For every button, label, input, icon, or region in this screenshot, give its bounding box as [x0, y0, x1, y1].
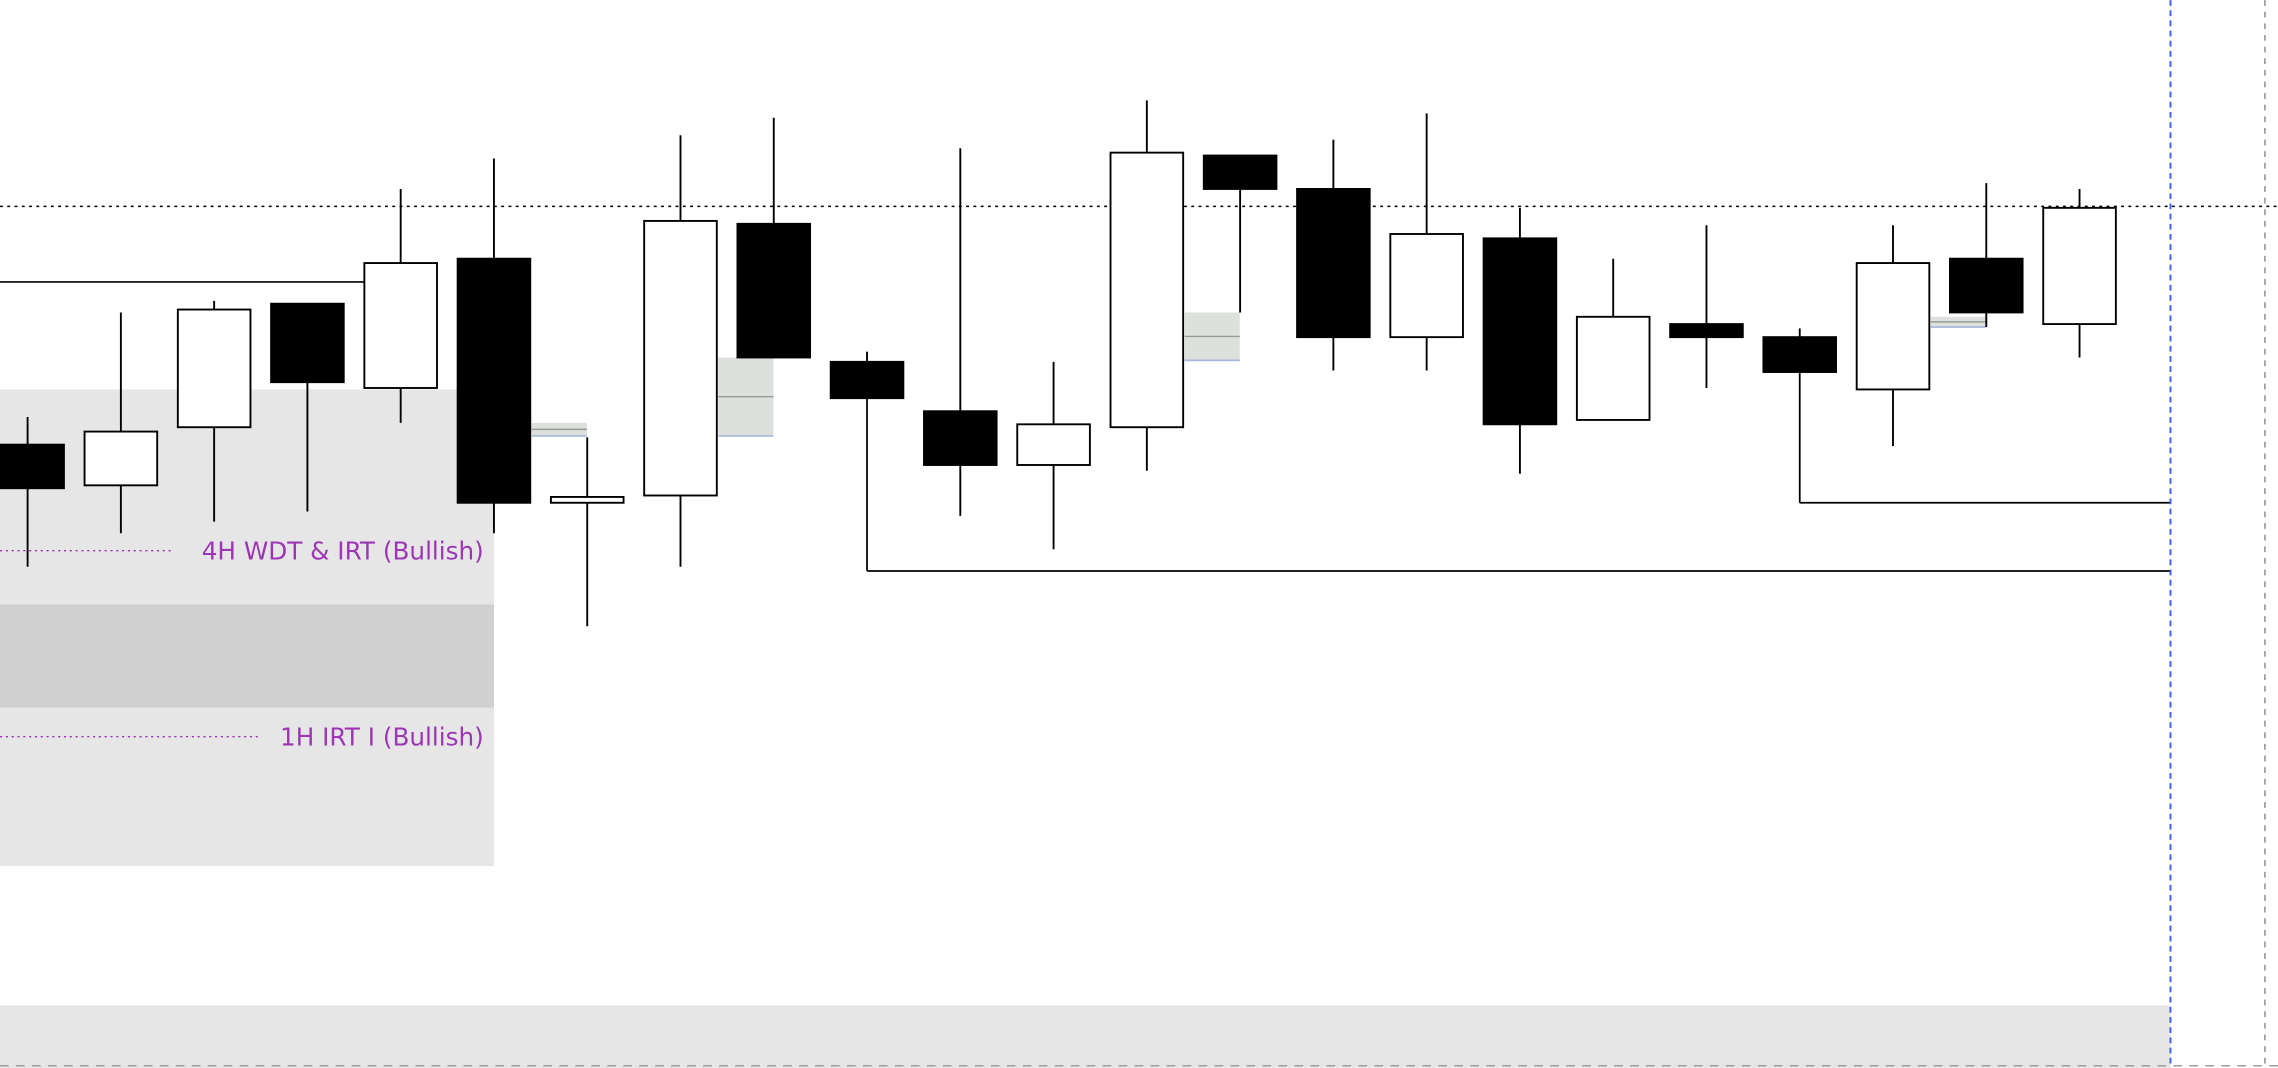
bearish-candle	[829, 351, 905, 400]
candle-body	[1296, 188, 1371, 339]
candle-body	[1949, 257, 2024, 314]
zone-labels-layer: 4H WDT & IRT (Bullish) 1H IRT I (Bullish…	[0, 536, 484, 751]
candle-body	[643, 219, 718, 497]
bearish-candle	[1762, 328, 1838, 373]
bearish-candle	[456, 158, 532, 534]
candle-body	[1575, 315, 1651, 421]
candle-body	[1109, 151, 1185, 429]
zones-layer	[0, 389, 2171, 1068]
bullish-candle	[643, 135, 718, 567]
candle-body	[2042, 206, 2117, 326]
bearish-candle	[1669, 225, 1744, 388]
bearish-candle	[1202, 154, 1278, 313]
candle-body	[363, 262, 438, 389]
candle-body	[1482, 237, 1558, 426]
candle-body	[270, 302, 345, 384]
bullish-candle	[1389, 113, 1464, 371]
bullish-candle	[549, 437, 625, 627]
candles-layer	[0, 100, 2117, 627]
candle-body	[1389, 233, 1464, 339]
candle-body	[1762, 336, 1838, 373]
candle-body	[456, 257, 532, 504]
bullish-candle	[176, 300, 252, 522]
candle-body	[0, 443, 65, 490]
bullish-candle	[1575, 258, 1651, 421]
candle-body	[1202, 154, 1278, 190]
candle-body	[923, 410, 998, 466]
bullish-candle	[1109, 100, 1185, 471]
zone-rect	[0, 1005, 2171, 1068]
candle-body	[1855, 262, 1931, 391]
candle-body	[176, 308, 252, 429]
bearish-candle	[1296, 139, 1371, 371]
bearish-candle	[270, 302, 345, 512]
candle-body	[549, 496, 625, 504]
zone-label-1h: 1H IRT I (Bullish)	[280, 722, 484, 751]
candle-body	[83, 430, 159, 487]
bullish-candle	[1016, 361, 1091, 550]
gaps-layer	[531, 312, 1986, 437]
levels-layer	[0, 281, 2171, 572]
bullish-candle	[363, 188, 438, 423]
bearish-candle	[923, 148, 998, 516]
bullish-candle	[1855, 225, 1931, 447]
bearish-candle	[736, 117, 812, 359]
bullish-candle	[83, 312, 159, 534]
candle-body	[736, 222, 812, 359]
bearish-candle	[1949, 183, 2024, 327]
candle-body	[1016, 423, 1091, 466]
bearish-candle	[1482, 207, 1558, 474]
candle-body	[1669, 323, 1744, 339]
bullish-candle	[2042, 188, 2117, 358]
bearish-candle	[0, 417, 65, 567]
zone-label-4h: 4H WDT & IRT (Bullish)	[202, 536, 484, 565]
zone-rect	[0, 604, 494, 708]
candle-body	[829, 360, 905, 400]
